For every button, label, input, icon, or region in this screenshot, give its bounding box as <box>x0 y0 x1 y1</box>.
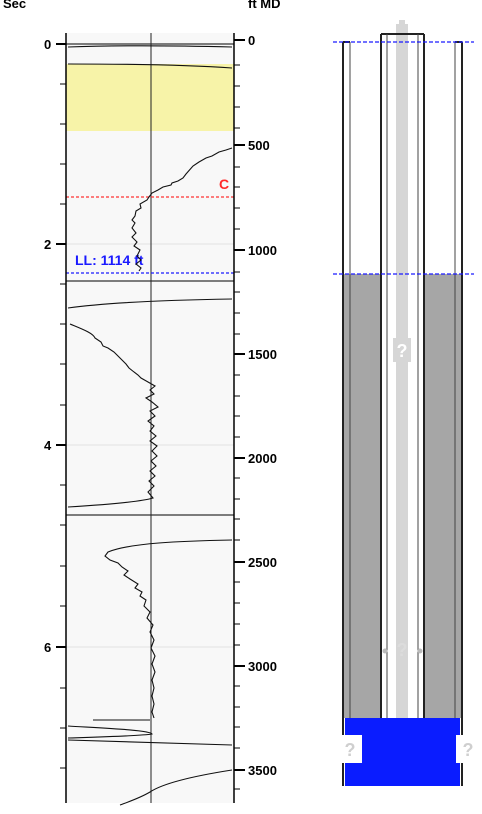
segment-separators <box>66 43 234 516</box>
right-axis-minor-ticks <box>234 64 240 790</box>
unknown-marker-bottom-left-box <box>338 735 362 763</box>
log-curve-top <box>67 45 233 48</box>
unknown-marker-middle: ? <box>397 640 408 660</box>
left-axis-tick-label: 6 <box>44 640 51 655</box>
tubing-string <box>396 24 408 718</box>
unknown-marker-bottom-right-box <box>456 735 480 763</box>
log-curve-2 <box>67 298 233 508</box>
annulus-fill-outer-right <box>424 274 462 718</box>
left-axis: Sec 0 2 4 6 <box>3 0 66 769</box>
unknown-marker-dot <box>417 648 423 654</box>
log-curve-1 <box>67 63 233 272</box>
left-axis-title: Sec <box>3 0 26 11</box>
right-axis-tick-label: 0 <box>248 33 255 48</box>
log-curve-4 <box>67 725 233 806</box>
ll-marker-label: LL: 1114 ft <box>75 252 144 268</box>
log-track: C LL: 1114 ft <box>65 33 235 806</box>
right-axis-tick-label: 500 <box>248 138 270 153</box>
unknown-marker-bottom-right: ? <box>463 740 474 760</box>
right-axis-tick-label: 2500 <box>248 555 277 570</box>
right-axis-title: ft MD <box>248 0 281 11</box>
right-axis-tick-label: 1000 <box>248 243 277 258</box>
right-axis-tick-label: 3000 <box>248 659 277 674</box>
log-curve-3 <box>104 539 233 719</box>
left-axis-tick-label: 4 <box>44 438 52 453</box>
unknown-marker-dot <box>382 648 388 654</box>
unknown-marker-upper-box <box>393 338 411 362</box>
c-marker-label: C <box>219 176 229 192</box>
bottom-fluid-fill <box>345 718 460 786</box>
track-borders <box>65 33 235 803</box>
log-track-background <box>66 33 234 803</box>
right-axis-major-ticks <box>234 39 245 771</box>
right-axis-tick-label: 3500 <box>248 763 277 778</box>
casing-walls <box>342 33 463 786</box>
left-axis-minor-ticks <box>60 83 66 769</box>
left-axis-major-ticks <box>56 43 66 648</box>
grid-lines <box>66 243 234 648</box>
right-axis: ft MD <box>234 0 281 790</box>
right-axis-tick-label: 1500 <box>248 347 277 362</box>
inner-wall-lines <box>349 34 456 718</box>
tubing-top-cap <box>399 20 405 26</box>
unknown-marker-bottom-left: ? <box>345 740 356 760</box>
left-axis-tick-label: 0 <box>44 37 51 52</box>
annulus-fill-outer-left <box>343 274 381 718</box>
log-curves <box>67 45 233 806</box>
right-axis-tick-label: 2000 <box>248 451 277 466</box>
well-diagram: ? ? ? ? <box>333 20 480 786</box>
left-axis-tick-label: 2 <box>44 237 51 252</box>
unknown-marker-upper: ? <box>397 341 408 361</box>
highlight-band <box>66 64 234 131</box>
